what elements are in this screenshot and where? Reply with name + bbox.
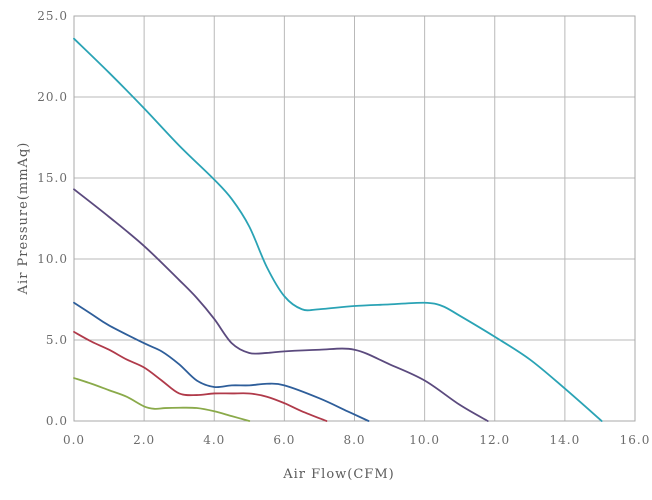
y-tick-label: 0.0 [46, 414, 68, 428]
series-line-4 [73, 331, 328, 422]
x-tick-label: 6.0 [273, 433, 295, 447]
curves [73, 37, 603, 422]
y-tick-label: 25.0 [37, 9, 68, 23]
x-axis-ticks: 0.0 2.0 4.0 6.0 8.0 10.0 12.0 14.0 16.0 [63, 433, 651, 447]
x-tick-label: 10.0 [409, 433, 440, 447]
x-tick-label: 14.0 [550, 433, 581, 447]
x-tick-label: 0.0 [63, 433, 85, 447]
y-tick-label: 15.0 [37, 171, 68, 185]
x-axis-title: Air Flow(CFM) [282, 467, 394, 482]
y-axis-title: Air Pressure(mmAq) [16, 142, 31, 296]
x-tick-label: 16.0 [620, 433, 651, 447]
y-tick-label: 5.0 [46, 333, 68, 347]
y-tick-label: 10.0 [37, 252, 68, 266]
x-tick-label: 4.0 [203, 433, 225, 447]
x-tick-label: 8.0 [343, 433, 365, 447]
y-axis-ticks: 0.0 5.0 10.0 15.0 20.0 25.0 [37, 9, 68, 428]
x-tick-label: 12.0 [479, 433, 510, 447]
series-line-5 [73, 377, 251, 422]
y-tick-label: 20.0 [37, 90, 68, 104]
series-line-2 [73, 188, 489, 422]
x-tick-label: 2.0 [133, 433, 155, 447]
plot-frame [73, 15, 636, 422]
gridlines [73, 15, 636, 422]
series-line-1 [73, 37, 603, 422]
series-line-3 [73, 301, 370, 422]
